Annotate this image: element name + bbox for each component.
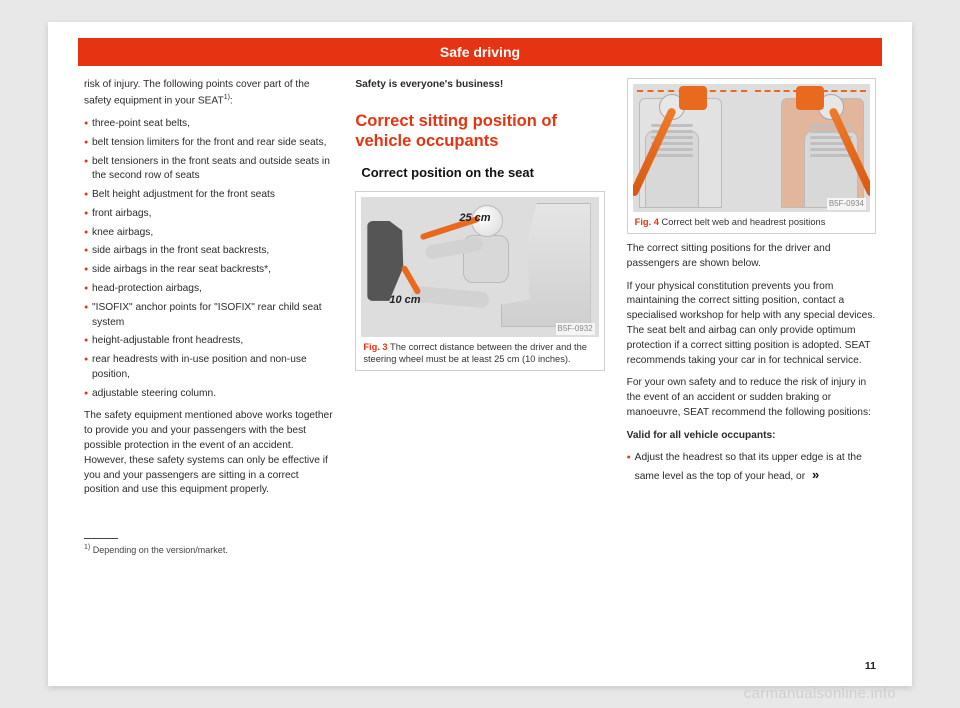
figure-code: B5F-0932	[556, 323, 595, 335]
sub-heading: Correct position on the seat	[355, 164, 604, 183]
list-item: "ISOFIX" anchor points for "ISOFIX" rear…	[84, 301, 333, 331]
content-columns: risk of injury. The following points cov…	[84, 78, 876, 646]
list-item-text: side airbags in the front seat backrests…	[92, 245, 269, 256]
column-3: B5F-0934 Fig. 4 Correct belt web and hea…	[627, 78, 876, 646]
continue-icon: »	[812, 467, 819, 482]
list-item-text: three-point seat belts,	[92, 118, 190, 129]
safety-equipment-list: three-point seat belts, belt tension lim…	[84, 117, 333, 402]
list-item: knee airbags,	[84, 226, 333, 241]
dimension-label: 25 cm	[459, 211, 490, 227]
list-item: Adjust the headrest so that its upper ed…	[627, 451, 876, 485]
list-item-text: adjustable steering column.	[92, 388, 216, 399]
column-1: risk of injury. The following points cov…	[84, 78, 333, 646]
list-item-text: side airbags in the rear seat backrests*…	[92, 264, 271, 275]
list-item-text: rear headrests with in-use position and …	[92, 354, 307, 380]
intro-colon: :	[230, 95, 233, 106]
page-number: 11	[865, 660, 876, 672]
list-item-text: "ISOFIX" anchor points for "ISOFIX" rear…	[92, 302, 322, 328]
figure-number: Fig. 4	[635, 217, 659, 227]
lead-bold: Safety is everyone's business!	[355, 78, 604, 93]
list-item: belt tensioners in the front seats and o…	[84, 155, 333, 185]
intro-text: risk of injury. The following points cov…	[84, 79, 310, 106]
manual-page: Safe driving risk of injury. The followi…	[48, 22, 912, 686]
list-item: Belt height adjustment for the front sea…	[84, 188, 333, 203]
body-paragraph: If your physical constitution prevents y…	[627, 280, 876, 369]
list-item: head-protection airbags,	[84, 282, 333, 297]
list-item-text: Adjust the headrest so that its upper ed…	[635, 452, 862, 482]
valid-heading: Valid for all vehicle occupants:	[627, 429, 876, 444]
footnote-rule	[84, 538, 118, 539]
figure-caption-text: Correct belt web and headrest positions	[659, 217, 825, 227]
intro-paragraph: risk of injury. The following points cov…	[84, 78, 333, 109]
figure-4-image: B5F-0934	[633, 84, 870, 212]
list-item-text: knee airbags,	[92, 227, 153, 238]
section-header: Safe driving	[78, 38, 882, 66]
list-item: front airbags,	[84, 207, 333, 222]
dimension-label: 10 cm	[389, 293, 420, 309]
section-heading: Correct sitting position of vehicle occu…	[355, 111, 604, 152]
figure-3-caption: Fig. 3 The correct distance between the …	[361, 337, 598, 365]
body-paragraph: For your own safety and to reduce the ri…	[627, 376, 876, 420]
list-item-text: front airbags,	[92, 208, 151, 219]
list-item-text: belt tension limiters for the front and …	[92, 137, 326, 148]
spacer	[84, 506, 333, 530]
list-item: side airbags in the front seat backrests…	[84, 244, 333, 259]
column-2: Safety is everyone's business! Correct s…	[355, 78, 604, 646]
list-item-text: height-adjustable front headrests,	[92, 335, 243, 346]
list-item-text: belt tensioners in the front seats and o…	[92, 156, 330, 182]
headrest-shape-icon	[679, 86, 707, 110]
list-item: belt tension limiters for the front and …	[84, 136, 333, 151]
figure-number: Fig. 3	[363, 342, 387, 352]
body-paragraph: The correct sitting positions for the dr…	[627, 242, 876, 272]
footnote: 1) Depending on the version/market.	[84, 543, 333, 557]
list-item: side airbags in the rear seat backrests*…	[84, 263, 333, 278]
figure-caption-text: The correct distance between the driver …	[363, 342, 587, 364]
seat-shape-icon	[501, 203, 591, 327]
valid-list: Adjust the headrest so that its upper ed…	[627, 451, 876, 485]
figure-4: B5F-0934 Fig. 4 Correct belt web and hea…	[627, 78, 876, 234]
headrest-shape-icon	[796, 86, 824, 110]
list-item: rear headrests with in-use position and …	[84, 353, 333, 383]
footnote-text: Depending on the version/market.	[90, 545, 228, 555]
leg-shape-icon	[411, 286, 490, 309]
list-item: three-point seat belts,	[84, 117, 333, 132]
figure-3-image: 25 cm 10 cm B5F-0932	[361, 197, 598, 337]
list-item-text: head-protection airbags,	[92, 283, 202, 294]
outro-paragraph: The safety equipment mentioned above wor…	[84, 409, 333, 498]
figure-3: 25 cm 10 cm B5F-0932 Fig. 3 The correct …	[355, 191, 604, 371]
watermark: carmanualsonline.info	[744, 685, 896, 702]
fig4-front-view	[633, 84, 752, 212]
figure-4-caption: Fig. 4 Correct belt web and headrest pos…	[633, 212, 870, 228]
fig4-side-view	[751, 84, 870, 212]
list-item: height-adjustable front headrests,	[84, 334, 333, 349]
figure-code: B5F-0934	[827, 198, 866, 210]
list-item-text: Belt height adjustment for the front sea…	[92, 189, 275, 200]
list-item: adjustable steering column.	[84, 387, 333, 402]
